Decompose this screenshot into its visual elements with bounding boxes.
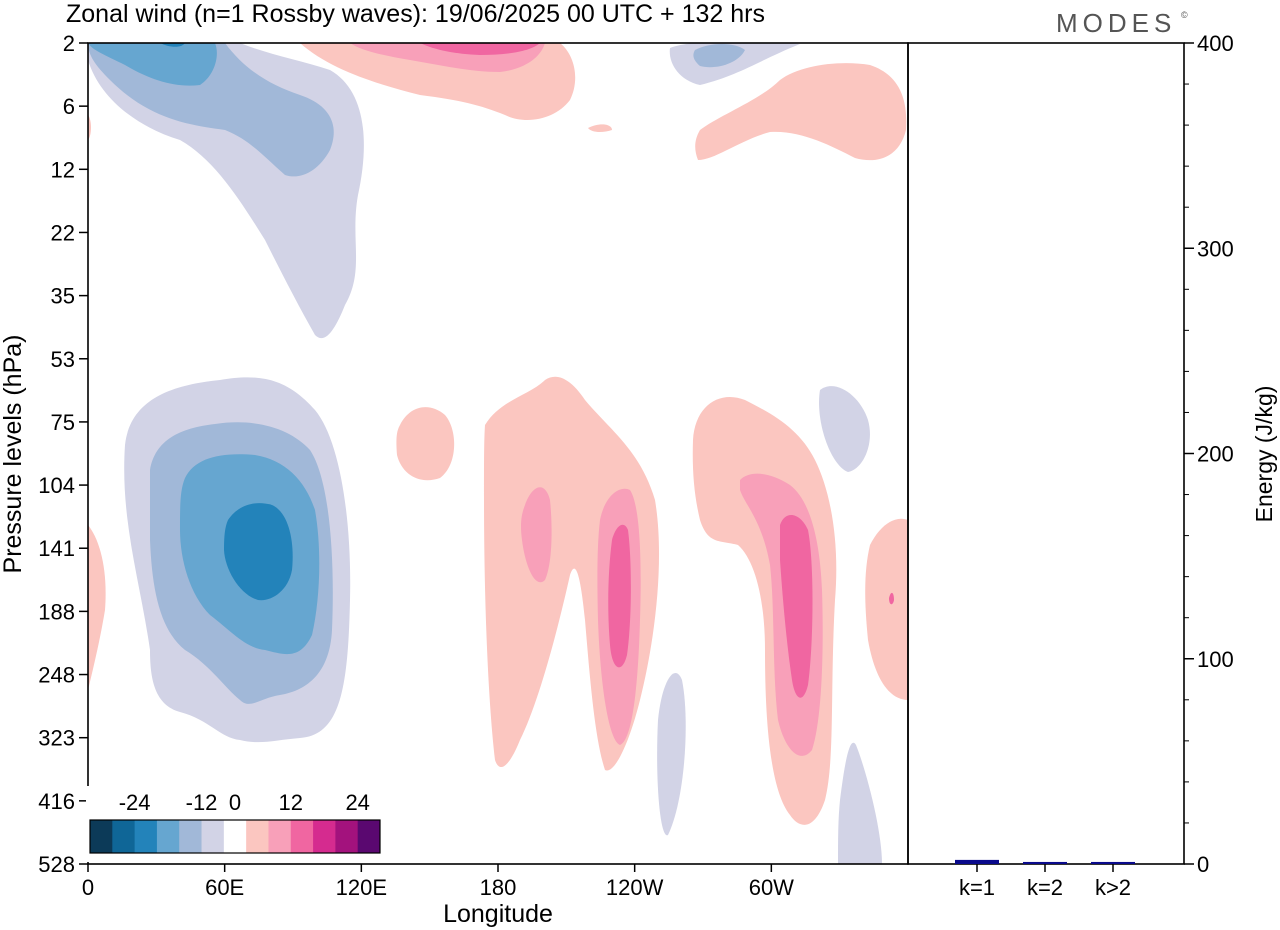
chart-title: Zonal wind (n=1 Rossby waves): 19/06/202… — [66, 0, 765, 28]
energy-bars: k=1 k=2 k>2 — [955, 859, 1135, 900]
energy-tick-label: 400 — [1197, 31, 1234, 56]
colorbar-swatch — [223, 820, 247, 853]
colorbar-swatch — [156, 820, 180, 853]
colorbar-label: 24 — [345, 790, 369, 815]
brand-logo: MODES — [1056, 8, 1176, 38]
energy-category-label: k=1 — [959, 875, 995, 900]
contour-pos-right-edge — [865, 518, 908, 700]
y-tick-label: 248 — [38, 663, 75, 688]
y-tick-label: 323 — [38, 726, 75, 751]
contour-pos-left-edge — [88, 525, 106, 690]
y-axis-label: Pressure levels (hPa) — [0, 335, 27, 574]
contour-pos-blob-a — [396, 407, 455, 481]
energy-bar — [955, 859, 999, 864]
colorbar-swatch — [201, 820, 225, 853]
energy-axis: 0 100 200 300 400 — [1184, 31, 1234, 877]
energy-tick-label: 200 — [1197, 442, 1234, 467]
y-tick-label: 12 — [51, 157, 75, 182]
x-tick-label: 120E — [336, 875, 387, 900]
colorbar: -24 -12 0 12 24 — [86, 786, 384, 862]
colorbar-label: -12 — [186, 790, 218, 815]
contour-pos-column-b-core — [608, 524, 631, 668]
colorbar-swatch — [290, 820, 314, 853]
energy-tick-label: 0 — [1197, 852, 1209, 877]
contour-top-pos-core — [420, 43, 540, 55]
contour-upper-neg-mid-2 — [693, 44, 745, 68]
y-tick-label: 35 — [51, 284, 75, 309]
x-tick-label: 60W — [749, 875, 794, 900]
y-tick-label: 75 — [51, 410, 75, 435]
y-tick-label: 2 — [63, 31, 75, 56]
energy-axis-label: Energy (J/kg) — [1251, 386, 1277, 523]
y-tick-label: 188 — [38, 599, 75, 624]
x-tick-label: 120W — [606, 875, 664, 900]
y-tick-label: 22 — [51, 220, 75, 245]
energy-tick-label: 300 — [1197, 236, 1234, 261]
contour-upper-neg-peak — [160, 43, 185, 47]
y-axis: 2 6 12 22 35 53 75 104 141 188 248 323 416 528 — [38, 31, 88, 877]
contour-neg-blob-2 — [657, 673, 686, 836]
brand-mark: © — [1181, 10, 1188, 20]
contour-top-right-pos — [695, 63, 907, 161]
colorbar-label: -24 — [119, 790, 151, 815]
colorbar-swatch — [134, 820, 158, 853]
contour-upper-neg-core — [88, 43, 217, 86]
y-tick-label: 141 — [38, 536, 75, 561]
x-axis: 0 60E 120E 180 120W 60W — [82, 864, 794, 900]
colorbar-label: 12 — [279, 790, 303, 815]
x-axis-label: Longitude — [443, 900, 553, 928]
y-tick-label: 416 — [38, 789, 75, 814]
x-tick-label: 0 — [82, 875, 94, 900]
energy-category-label: k>2 — [1095, 875, 1131, 900]
energy-bar — [1091, 861, 1135, 864]
colorbar-swatch — [179, 820, 202, 853]
energy-category-label: k=2 — [1027, 875, 1063, 900]
y-tick-label: 53 — [51, 347, 75, 372]
energy-bar — [1023, 861, 1067, 864]
y-tick-label: 6 — [63, 94, 75, 119]
contour-tiny-pos — [889, 592, 894, 605]
colorbar-swatch — [90, 820, 113, 853]
energy-plot-frame — [907, 42, 1185, 865]
x-tick-label: 60E — [205, 875, 244, 900]
contour-small-pos-1 — [588, 124, 612, 133]
colorbar-swatch — [268, 820, 292, 853]
contour-pos-column-b-left — [521, 487, 552, 583]
contour-neg-blob-3 — [838, 742, 882, 864]
colorbar-frame — [89, 819, 381, 854]
colorbar-swatch — [357, 820, 381, 853]
contour-field — [88, 43, 908, 864]
contour-pos-column-c-core — [780, 514, 813, 698]
contour-neg-blob-1 — [819, 386, 870, 472]
colorbar-swatch — [246, 820, 269, 853]
x-tick-label: 180 — [480, 875, 517, 900]
contour-lower-neg-peak — [224, 503, 293, 601]
colorbar-label: 0 — [229, 790, 241, 815]
energy-tick-label: 100 — [1197, 647, 1234, 672]
y-tick-label: 104 — [38, 473, 75, 498]
y-tick-label: 528 — [38, 852, 75, 877]
colorbar-swatch — [112, 820, 136, 853]
colorbar-swatch — [313, 820, 336, 853]
colorbar-swatch — [335, 820, 359, 853]
